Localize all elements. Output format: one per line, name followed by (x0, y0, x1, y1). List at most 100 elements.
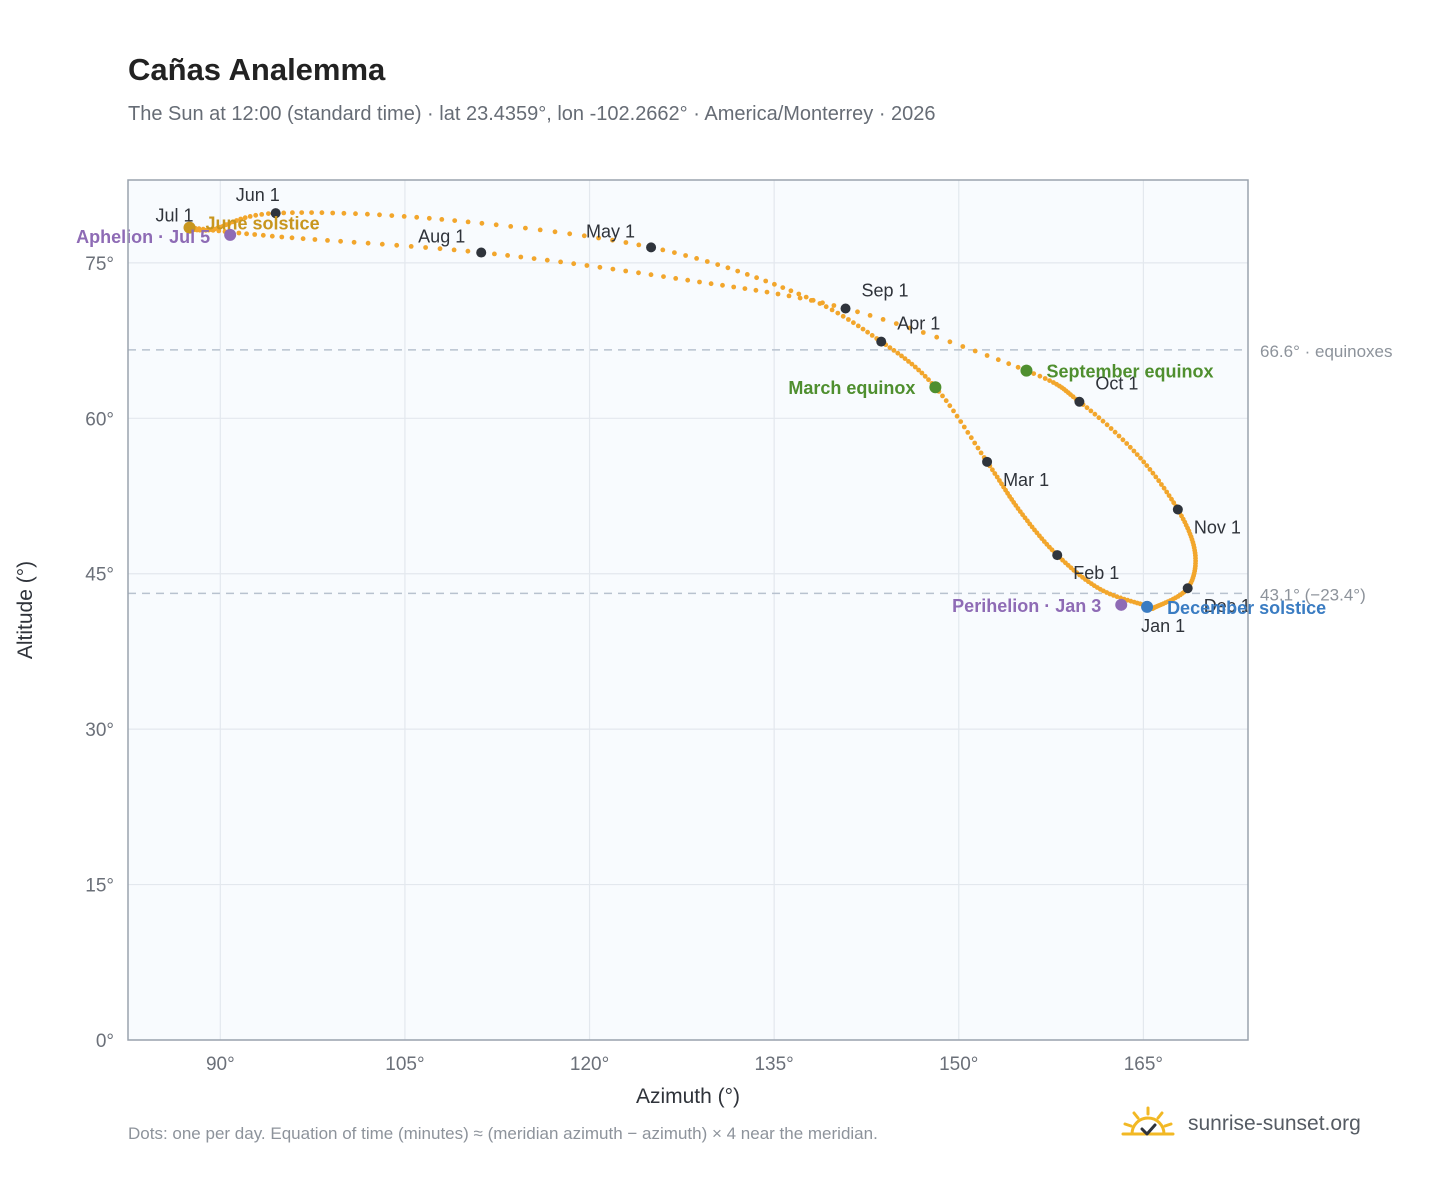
day-dot (803, 294, 809, 300)
day-dot (1131, 448, 1137, 454)
day-dot (975, 445, 981, 451)
day-dot (636, 242, 642, 248)
month-marker-label: Apr 1 (897, 314, 940, 334)
day-dot (922, 373, 928, 379)
day-dot (735, 268, 741, 274)
day-dot (365, 211, 370, 217)
day-dot (338, 238, 343, 244)
day-dot (1153, 474, 1159, 480)
chart-title: Cañas Analemma (128, 52, 386, 87)
day-dot (200, 226, 206, 232)
day-dot (855, 323, 861, 329)
day-dot (780, 285, 786, 290)
day-dot (673, 276, 679, 281)
day-dot (851, 320, 856, 326)
day-dot (763, 278, 769, 284)
month-marker-label: Jul 1 (156, 206, 194, 226)
month-marker (1052, 550, 1063, 561)
sun-logo-icon (1121, 1106, 1175, 1136)
day-dot (571, 261, 577, 267)
event-marker (1141, 600, 1154, 613)
day-dot (290, 210, 295, 216)
day-dot (831, 303, 837, 308)
day-dot (835, 310, 841, 316)
day-dot (552, 229, 558, 235)
day-dot (281, 210, 287, 216)
day-dot (414, 214, 420, 220)
day-dot (558, 259, 563, 265)
day-dot (968, 435, 974, 441)
month-marker (1074, 396, 1085, 407)
day-dot (1116, 433, 1122, 439)
day-dot (492, 251, 497, 257)
day-dot (887, 345, 893, 350)
day-dot (1047, 378, 1052, 383)
day-dot (341, 210, 347, 216)
day-dot (865, 329, 870, 335)
month-marker-label: Mar 1 (1003, 470, 1049, 490)
day-dot (1127, 444, 1133, 450)
day-dot (1120, 437, 1126, 443)
plot-background (128, 180, 1248, 1040)
day-dot (775, 291, 781, 297)
brand[interactable]: sunrise-sunset.org (1120, 1104, 1361, 1144)
day-dot (309, 210, 314, 216)
month-marker (1172, 504, 1183, 515)
day-dot (947, 403, 953, 409)
day-dot (846, 317, 851, 322)
day-dot (823, 304, 829, 310)
day-dot (683, 253, 688, 258)
day-dot (869, 333, 875, 338)
day-dot (704, 259, 710, 264)
day-dot (537, 227, 543, 233)
day-dot (961, 424, 967, 430)
day-dot (997, 478, 1002, 483)
day-dot (518, 254, 524, 260)
event-marker (1020, 364, 1033, 377)
day-dot (1031, 371, 1037, 376)
day-dot (916, 367, 921, 373)
x-tick-label: 165° (1124, 1054, 1163, 1075)
month-marker (476, 247, 487, 258)
y-tick-label: 30° (85, 720, 114, 741)
day-dot (1171, 500, 1177, 506)
day-dot (238, 216, 244, 222)
day-dot (1037, 373, 1043, 379)
day-dot (465, 248, 471, 254)
day-dot (1156, 478, 1162, 484)
day-dot (829, 307, 835, 313)
day-dot (325, 238, 330, 243)
day-dot (920, 330, 926, 335)
day-dot (972, 440, 978, 446)
footnote: Dots: one per day. Equation of time (min… (128, 1124, 878, 1143)
day-dot (1124, 441, 1130, 446)
day-dot (1161, 485, 1167, 491)
day-dot (1150, 470, 1156, 476)
x-tick-label: 120° (570, 1054, 609, 1075)
x-tick-label: 150° (939, 1054, 978, 1075)
day-dot (365, 240, 371, 246)
y-tick-label: 0° (96, 1031, 114, 1052)
month-marker (1182, 583, 1193, 594)
day-dot (786, 293, 792, 299)
day-dot (610, 266, 616, 272)
event-label: December solstice (1167, 598, 1326, 618)
day-dot (753, 287, 759, 293)
day-dot (1108, 426, 1114, 431)
day-dot (1100, 418, 1106, 424)
month-marker (982, 456, 993, 467)
reference-line-label: 43.1° (−23.4°) (1260, 585, 1366, 604)
day-dot (408, 244, 414, 249)
day-dot (401, 214, 407, 219)
day-dot (954, 413, 960, 419)
day-dot (479, 220, 485, 226)
day-dot (596, 235, 601, 241)
y-tick-label: 60° (85, 409, 114, 430)
day-dot (610, 237, 615, 243)
day-dot (242, 215, 248, 221)
day-dot (965, 430, 971, 435)
day-dot (260, 232, 266, 238)
day-dot (234, 218, 240, 223)
day-dot (312, 237, 318, 242)
